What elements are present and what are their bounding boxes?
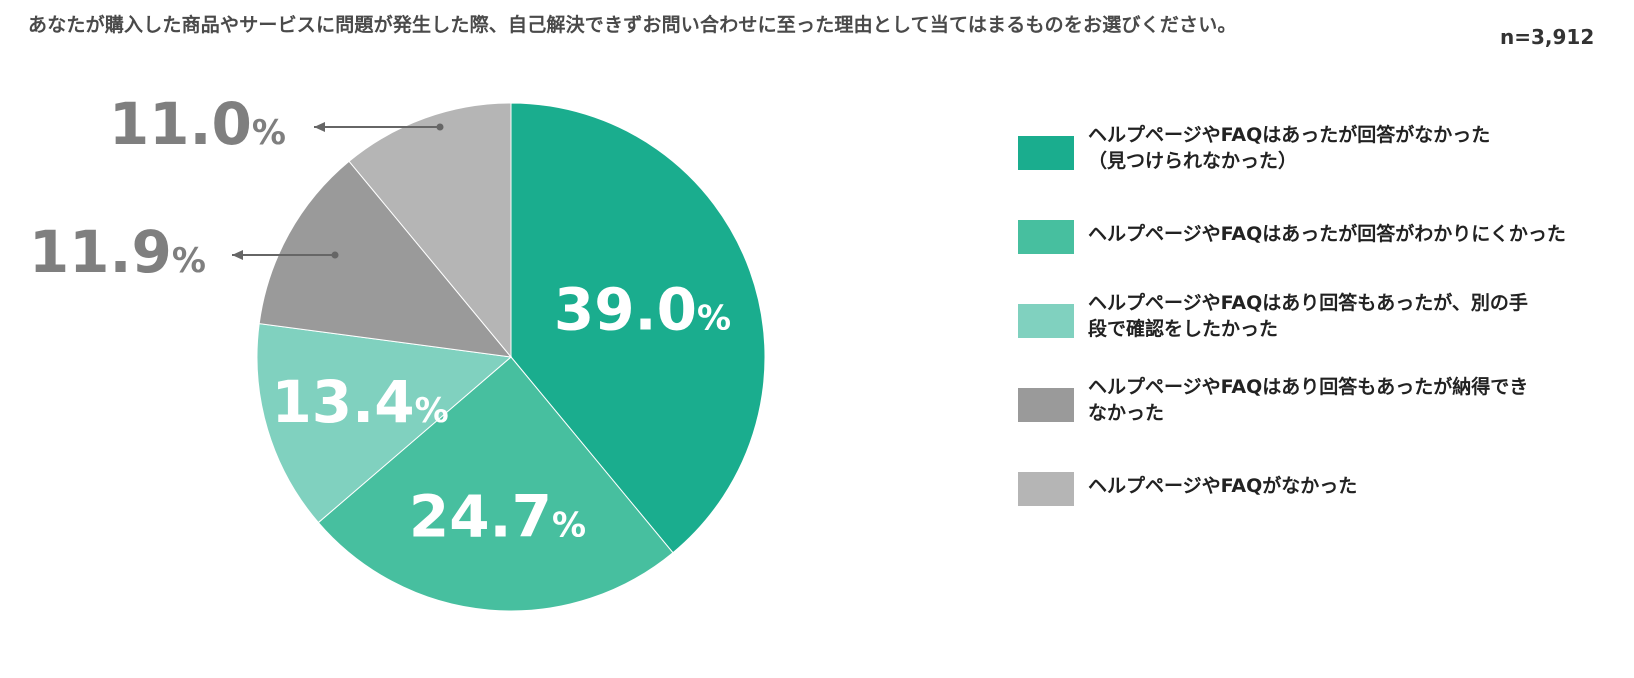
callout-arrowhead-5 [314, 122, 325, 132]
pie-slices [256, 102, 766, 612]
callout-dot-5 [436, 123, 444, 131]
pie-slice-3 [256, 323, 513, 524]
callout-dot-4 [331, 251, 339, 259]
legend-swatch [1018, 136, 1074, 170]
legend-swatch [1018, 304, 1074, 338]
legend-label: ヘルプページやFAQはあり回答もあったが納得でき なかった [1088, 376, 1529, 424]
pie-chart: 39.0% 24.7% 13.4% 11.9% 11.0% [29, 90, 766, 612]
legend-label: ヘルプページやFAQがなかった [1088, 475, 1358, 497]
pie-value-label-5: 11.0% [109, 90, 286, 158]
callout-arrowhead-4 [232, 250, 243, 260]
legend-item-3: ヘルプページやFAQはあり回答もあったが、別の手 段で確認をしたかった [1018, 292, 1618, 356]
legend-item-2: ヘルプページやFAQはあったが回答がわかりにくかった [1018, 212, 1618, 272]
legend-label: ヘルプページやFAQはあり回答もあったが、別の手 段で確認をしたかった [1088, 292, 1528, 340]
pie-slice-2 [317, 356, 674, 612]
legend-label: ヘルプページやFAQはあったが回答がなかった （見つけられなかった） [1088, 124, 1491, 172]
legend-item-1: ヘルプページやFAQはあったが回答がなかった （見つけられなかった） [1018, 124, 1618, 188]
legend-swatch [1018, 472, 1074, 506]
pie-callouts [232, 122, 444, 260]
legend-swatch [1018, 220, 1074, 254]
legend-swatch [1018, 388, 1074, 422]
pie-slice-5 [348, 102, 512, 359]
legend-item-5: ヘルプページやFAQがなかった [1018, 464, 1618, 524]
sample-size: n=3,912 [1500, 25, 1595, 49]
pie-labels: 39.0% 24.7% 13.4% 11.9% 11.0% [29, 90, 731, 550]
pie-value-label-3: 13.4% [271, 368, 448, 436]
pie-slice-4 [258, 160, 513, 358]
pie-value-label-1: 39.0% [554, 276, 731, 344]
legend-label: ヘルプページやFAQはあったが回答がわかりにくかった [1088, 223, 1566, 245]
legend-item-4: ヘルプページやFAQはあり回答もあったが納得でき なかった [1018, 376, 1618, 440]
pie-value-label-4: 11.9% [29, 218, 206, 286]
pie-slice-1 [510, 102, 766, 554]
question-title: あなたが購入した商品やサービスに問題が発生した際、自己解決できずお問い合わせに至… [28, 14, 1237, 36]
pie-value-label-2: 24.7% [409, 482, 586, 550]
